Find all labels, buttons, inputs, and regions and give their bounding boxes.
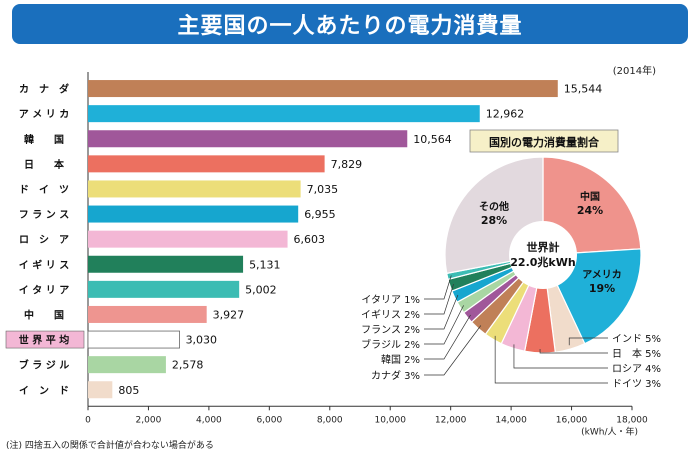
value-label: 2,578 xyxy=(172,359,204,372)
chart-title: 主要国の一人あたりの電力消費量 xyxy=(12,4,688,44)
pie-title: 国別の電力消費量割合 xyxy=(489,135,600,149)
bar xyxy=(87,330,180,349)
pie-callout-line xyxy=(424,325,482,376)
bar xyxy=(88,356,166,374)
pie-slice-name: 中国 xyxy=(580,190,600,203)
pie-title-box xyxy=(469,129,619,153)
category-label: イ ギ リ ス xyxy=(19,258,69,271)
x-tick-label: 6,000 xyxy=(256,415,282,425)
pie-callout-label: 日 本 5% xyxy=(612,347,661,360)
pie-center-label: 世界計 xyxy=(527,240,560,254)
x-tick-label: 8,000 xyxy=(317,415,343,425)
pie-callout-line xyxy=(513,344,608,369)
x-unit-label: (kWh/人・年) xyxy=(581,425,638,437)
pie-slice-name: アメリカ xyxy=(582,269,622,281)
x-tick-label: 12,000 xyxy=(435,415,467,425)
bar xyxy=(88,205,299,223)
x-tick-label: 18,000 xyxy=(616,415,648,425)
category-label: 韓 国 xyxy=(24,133,64,146)
bar xyxy=(88,381,113,399)
pie-callout-line xyxy=(424,275,452,300)
bar xyxy=(88,280,240,298)
pie-center-value: 22.0兆kWh xyxy=(510,255,575,269)
bar xyxy=(88,80,558,98)
value-label: 12,962 xyxy=(486,108,525,121)
pie-callout-label: ブラジル 2% xyxy=(361,338,420,351)
category-label-highlight xyxy=(5,330,85,349)
category-label: 世 界 平 均 xyxy=(19,334,69,347)
bar xyxy=(88,155,325,173)
value-label: 10,564 xyxy=(413,133,452,146)
pie-callout-line xyxy=(424,294,459,330)
x-tick-label: 10,000 xyxy=(374,415,406,425)
value-label: 7,829 xyxy=(331,158,363,171)
category-label: ブ ラ ジ ル xyxy=(19,359,69,372)
pie-callout-label: インド 5% xyxy=(612,334,661,345)
category-label: ロ シ ア xyxy=(19,234,69,246)
value-label: 7,035 xyxy=(307,183,339,196)
value-label: 5,002 xyxy=(245,283,277,296)
x-tick-label: 16,000 xyxy=(556,415,588,425)
bar xyxy=(88,105,480,123)
pie-callout-label: ドイツ 3% xyxy=(612,379,661,390)
value-label: 15,544 xyxy=(564,83,603,96)
bar xyxy=(88,305,207,323)
value-label: 3,030 xyxy=(186,334,218,347)
category-label: 日 本 xyxy=(24,158,65,171)
pie-callout-label: 韓国 2% xyxy=(381,354,420,366)
pie-callout-label: フランス 2% xyxy=(361,324,420,336)
pie-slice-percent: 24% xyxy=(577,204,603,217)
pie-callout-label: イタリア 1% xyxy=(361,294,420,306)
value-label: 5,131 xyxy=(249,258,281,271)
x-tick-label: 2,000 xyxy=(136,415,162,425)
category-label: ア メ リ カ xyxy=(19,109,69,121)
bar xyxy=(88,180,301,198)
pie-callout-line xyxy=(424,283,454,315)
category-label: 中 国 xyxy=(24,308,64,321)
bar xyxy=(88,255,244,273)
pie-slice-percent: 28% xyxy=(481,214,507,227)
pie-callout-line xyxy=(424,314,471,360)
pie-callout-label: ロシア 4% xyxy=(612,364,661,375)
bar xyxy=(88,230,288,248)
category-label: ド イ ツ xyxy=(19,184,69,196)
value-label: 6,603 xyxy=(294,233,326,246)
pie-callout-line xyxy=(494,335,608,384)
bar xyxy=(88,130,408,148)
pie-callout-label: イギリス 2% xyxy=(361,309,420,321)
pie-center-hole xyxy=(509,221,577,289)
pie-callout-line xyxy=(539,348,608,354)
pie-slice-percent: 19% xyxy=(589,282,615,295)
x-tick-label: 0 xyxy=(85,415,91,425)
value-label: 3,927 xyxy=(213,308,245,321)
category-label: イ ン ド xyxy=(19,385,69,397)
category-label: イ タ リ ア xyxy=(19,284,69,296)
year-note: (2014年) xyxy=(612,66,656,77)
x-tick-label: 4,000 xyxy=(196,415,222,425)
value-label: 6,955 xyxy=(304,208,336,221)
pie-callout-label: カナダ 3% xyxy=(371,369,420,382)
x-tick-label: 14,000 xyxy=(495,415,527,425)
pie-slice-name: その他 xyxy=(479,200,509,213)
category-label: フ ラ ン ス xyxy=(19,209,69,221)
value-label: 805 xyxy=(118,384,139,397)
category-label: カ ナ ダ xyxy=(19,83,69,96)
footnote: (注) 四捨五入の関係で合計値が合わない場合がある xyxy=(6,441,214,451)
pie-callout-line xyxy=(424,305,464,345)
pie-slice xyxy=(542,156,642,256)
pie-callout-line xyxy=(568,337,608,346)
